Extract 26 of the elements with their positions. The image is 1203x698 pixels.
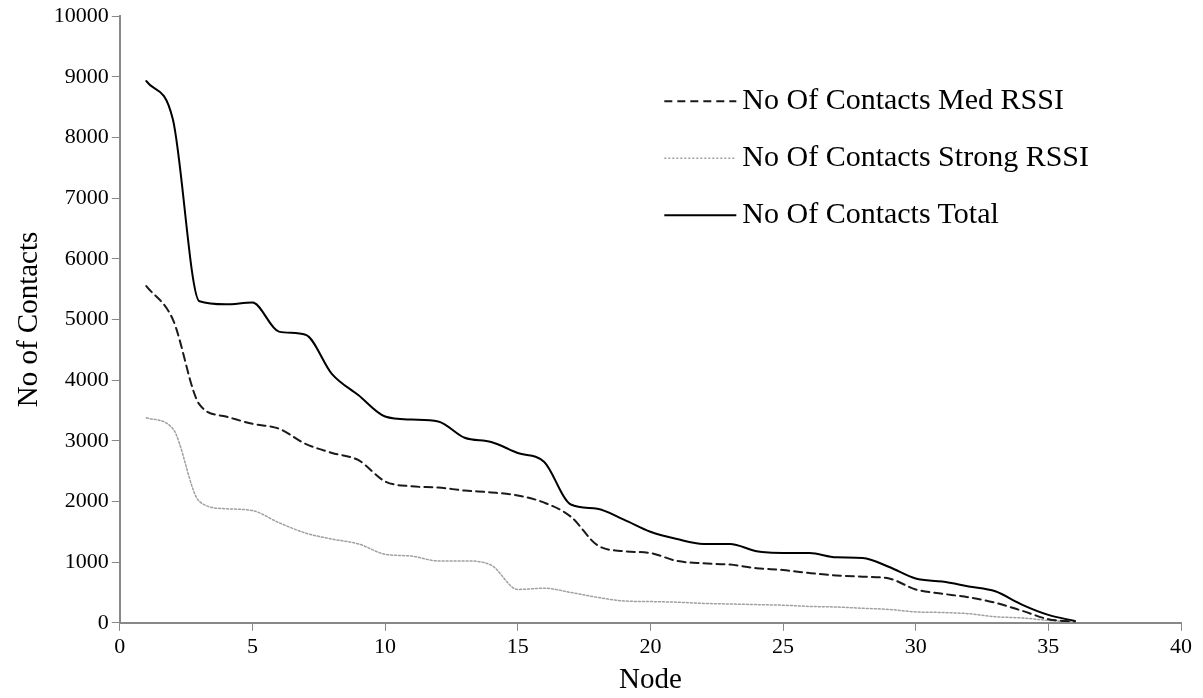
y-tick-label: 0 (97, 608, 109, 634)
x-axis-title: Node (618, 662, 682, 695)
y-tick-label: 8000 (64, 123, 109, 149)
y-tick-label: 3000 (64, 426, 109, 452)
y-tick-label: 6000 (64, 244, 109, 270)
y-tick-label: 4000 (64, 365, 109, 391)
y-tick-label: 9000 (64, 62, 109, 88)
y-tick-label: 10000 (53, 1, 109, 27)
x-tick-label: 15 (506, 632, 529, 658)
line-series (145, 285, 1076, 623)
y-tick-label: 1000 (64, 547, 109, 573)
y-tick-label: 5000 (64, 305, 109, 331)
x-tick-label: 25 (772, 632, 795, 658)
x-tick-label: 40 (1170, 632, 1192, 658)
x-tick-label: 0 (114, 632, 126, 658)
legend-label: No Of Contacts Strong RSSI (742, 139, 1089, 173)
y-tick-label: 2000 (64, 487, 109, 513)
legend-label: No Of Contacts Med RSSI (742, 82, 1064, 116)
x-tick-label: 10 (374, 632, 397, 658)
x-tick-label: 5 (246, 632, 258, 658)
x-tick-label: 20 (639, 632, 662, 658)
y-tick-label: 7000 (64, 183, 109, 209)
x-tick-label: 35 (1037, 632, 1060, 658)
legend-label: No Of Contacts Total (742, 196, 999, 230)
y-axis-title: No of Contacts (11, 231, 44, 408)
x-tick-label: 30 (904, 632, 927, 658)
